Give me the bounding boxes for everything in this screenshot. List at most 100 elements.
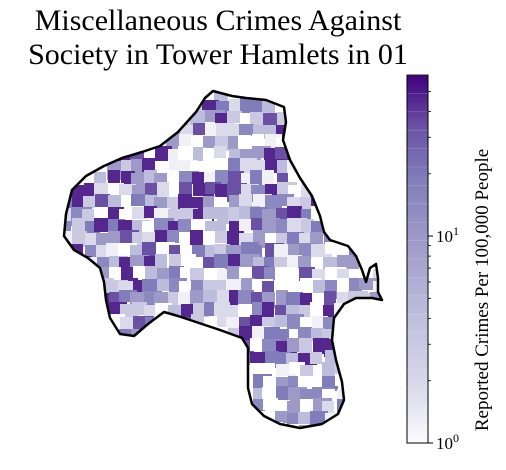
ward-cell xyxy=(131,99,149,116)
ward-cell xyxy=(144,422,156,428)
map-title-line2: Society in Tower Hamlets in 01 xyxy=(28,38,408,71)
ward-cell xyxy=(348,401,368,419)
ward-cell xyxy=(145,125,165,138)
ward-cell xyxy=(156,91,173,99)
ward-cell xyxy=(311,328,324,341)
ward-cell xyxy=(64,172,73,188)
ward-cell xyxy=(300,137,317,154)
ward-cell xyxy=(370,91,382,98)
ward-cell xyxy=(346,135,364,148)
ward-cell xyxy=(144,412,164,428)
ward-cell xyxy=(191,413,206,425)
ward-cell xyxy=(97,113,118,128)
ward-cell xyxy=(64,147,80,162)
ward-cell xyxy=(169,424,183,428)
ward-cell xyxy=(131,194,149,206)
ward-cell xyxy=(64,111,82,128)
ward-cell xyxy=(120,122,135,140)
ward-cell xyxy=(178,194,192,209)
ward-cell xyxy=(96,245,108,257)
ward-cell xyxy=(94,172,106,184)
ward-cell xyxy=(132,302,147,315)
ward-cell xyxy=(301,219,314,233)
ward-cell xyxy=(130,374,142,389)
ward-cell xyxy=(84,101,99,120)
ward-cell xyxy=(310,425,322,428)
ward-cell xyxy=(371,194,382,213)
ward-cell xyxy=(156,398,171,412)
ward-cell xyxy=(300,159,314,176)
ward-cell xyxy=(84,375,102,388)
ward-cell xyxy=(64,399,80,416)
ward-cell xyxy=(95,100,109,117)
ward-cell xyxy=(360,423,381,428)
ward-cell xyxy=(262,218,280,234)
ward-cell xyxy=(64,160,78,175)
ward-cell xyxy=(157,377,173,393)
ward-cell xyxy=(348,123,367,135)
ward-cell xyxy=(226,341,242,354)
ward-cell xyxy=(73,269,91,285)
ward-cell xyxy=(250,315,263,328)
ward-cell xyxy=(299,91,316,106)
ward-cell xyxy=(205,399,220,414)
ward-cell xyxy=(358,327,378,340)
ward-cell xyxy=(82,304,95,323)
ward-cell xyxy=(217,398,232,415)
ward-cell xyxy=(157,424,176,428)
ward-cell xyxy=(118,401,131,413)
ward-cell xyxy=(131,123,149,138)
borough-map xyxy=(62,89,384,430)
ward-cell xyxy=(120,422,141,428)
ward-cell xyxy=(300,100,318,116)
ward-cell xyxy=(167,352,182,370)
ward-cell xyxy=(289,134,308,147)
ward-cell xyxy=(360,350,375,364)
ward-cell xyxy=(288,112,309,131)
ward-cell xyxy=(192,399,206,415)
ward-cell xyxy=(227,389,246,404)
ward-cell xyxy=(133,400,154,419)
ward-cell xyxy=(372,424,382,428)
ward-cell xyxy=(348,339,366,351)
ward-cell xyxy=(217,290,229,305)
ward-cell xyxy=(226,398,243,414)
ward-cell xyxy=(372,412,382,428)
ward-cell xyxy=(97,257,109,269)
ward-cell xyxy=(131,111,148,127)
ward-cell xyxy=(289,91,301,103)
ward-cell xyxy=(337,317,352,335)
ward-cell xyxy=(310,376,324,390)
ward-cell xyxy=(349,220,361,233)
ward-cell xyxy=(72,341,93,358)
ward-cell xyxy=(335,159,351,174)
ward-cell xyxy=(227,111,242,123)
ward-cell xyxy=(94,148,108,164)
ward-cell xyxy=(371,316,382,331)
ward-cell xyxy=(178,424,199,428)
ward-cell xyxy=(85,281,101,298)
ward-cell xyxy=(226,410,241,428)
ward-cell xyxy=(348,110,366,129)
ward-cell xyxy=(349,329,370,346)
ward-cell xyxy=(358,293,372,311)
ward-cell xyxy=(72,231,87,247)
ward-cell xyxy=(94,386,114,404)
ward-cell xyxy=(107,341,127,360)
ward-cell xyxy=(72,302,87,314)
ward-cell xyxy=(167,327,185,342)
ward-cell xyxy=(371,244,382,257)
colorbar-steps xyxy=(407,74,428,425)
ward-cell xyxy=(132,207,147,219)
ward-cell xyxy=(72,388,87,405)
ward-cell xyxy=(73,374,91,393)
ward-cell xyxy=(359,173,379,192)
ward-cell xyxy=(145,110,157,123)
ward-cell xyxy=(64,317,78,331)
colorbar-gradient xyxy=(406,74,429,444)
ward-cell xyxy=(64,352,79,364)
ward-cell xyxy=(238,290,254,304)
colorbar-ticks: 100 101 xyxy=(428,90,459,453)
ward-cell xyxy=(142,158,155,172)
ward-cell xyxy=(107,91,121,101)
